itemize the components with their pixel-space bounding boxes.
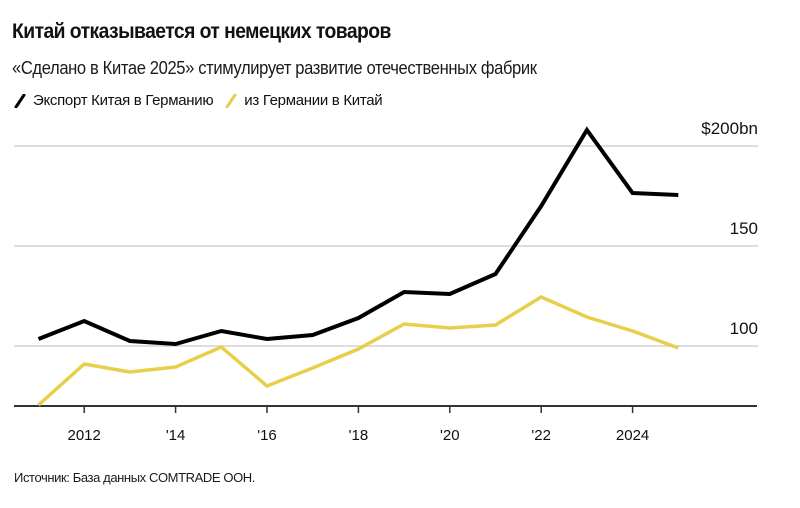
legend-item-germany-exports: из Германии в Китай bbox=[225, 92, 383, 109]
chart-title: Китай отказывается от немецких товаров bbox=[12, 20, 391, 43]
y-tick-label: 100 bbox=[730, 319, 758, 338]
source-note: Источник: База данных COMTRADE ООН. bbox=[14, 470, 255, 485]
y-axis-labels: 100 150 $200bn bbox=[701, 119, 758, 338]
y-tick-label: $200bn bbox=[701, 119, 758, 138]
x-tick-label: '14 bbox=[166, 427, 186, 444]
y-tick-label: 150 bbox=[730, 219, 758, 238]
x-tick-label: '22 bbox=[531, 427, 551, 444]
legend-item-china-exports: Экспорт Китая в Германию bbox=[14, 92, 214, 109]
black-line-swatch-icon bbox=[14, 93, 26, 108]
gridlines bbox=[14, 145, 758, 347]
legend-label: Экспорт Китая в Германию bbox=[33, 92, 214, 109]
x-tick-label: '20 bbox=[440, 427, 460, 444]
series-lines bbox=[37, 126, 679, 407]
legend: Экспорт Китая в Германию из Германии в К… bbox=[14, 92, 394, 109]
yellow-line-swatch-icon bbox=[225, 93, 237, 108]
x-tick-label: '18 bbox=[349, 427, 369, 444]
x-tick-label: 2024 bbox=[616, 427, 649, 444]
x-axis-labels: 2012 '14 '16 '18 '20 '22 2024 bbox=[68, 427, 650, 444]
legend-label: из Германии в Китай bbox=[244, 92, 383, 109]
series-line bbox=[37, 295, 679, 407]
x-tick-label: '16 bbox=[257, 427, 277, 444]
series-line bbox=[37, 126, 679, 347]
x-axis bbox=[14, 405, 757, 413]
x-tick-label: 2012 bbox=[68, 427, 101, 444]
chart-subtitle: «Сделано в Китае 2025» стимулирует разви… bbox=[12, 58, 537, 78]
